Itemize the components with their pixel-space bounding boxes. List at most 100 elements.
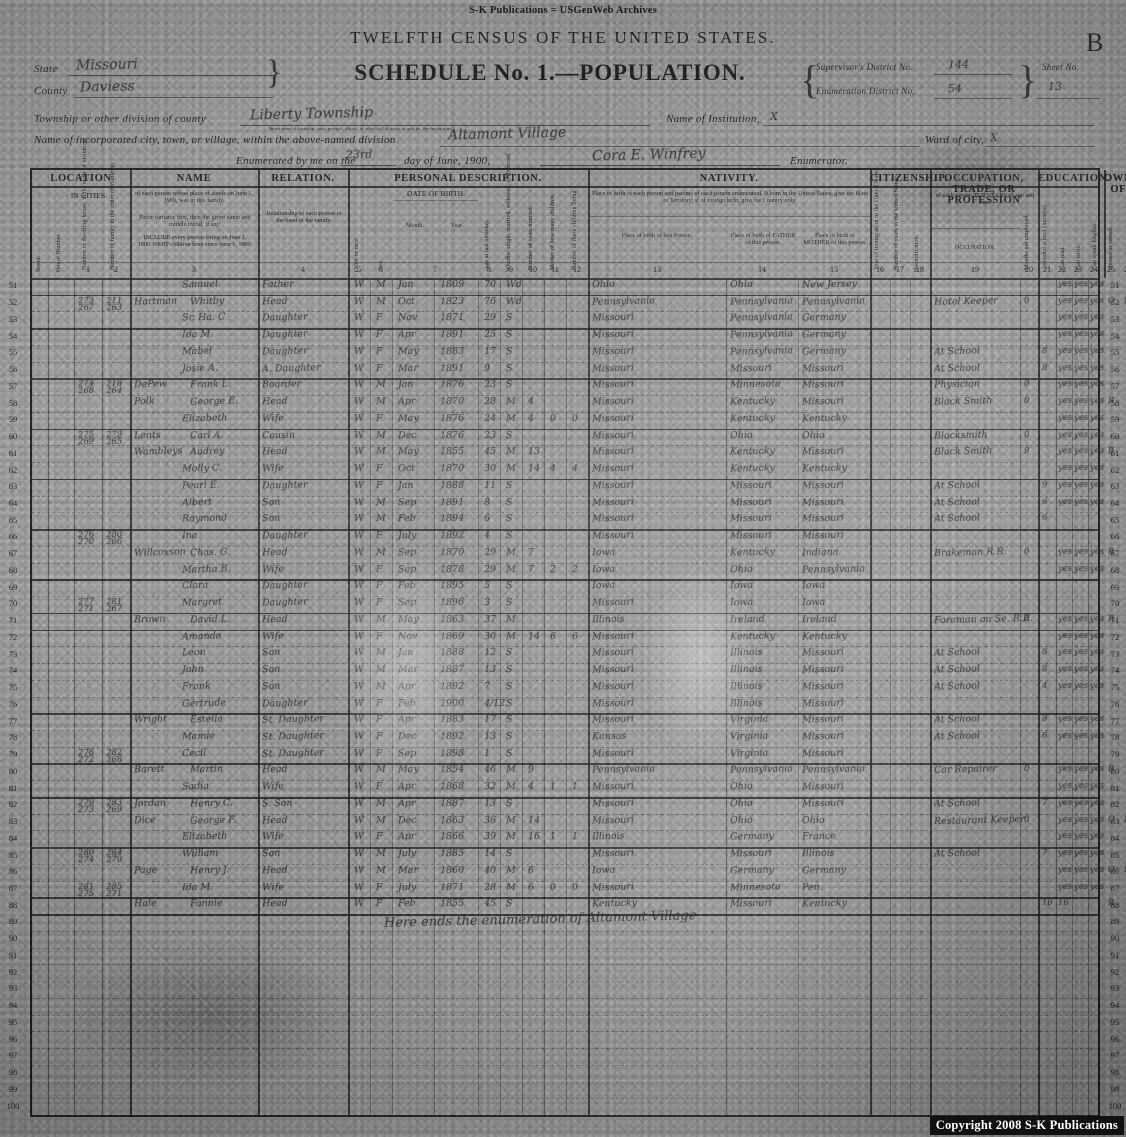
cell-color: W (353, 396, 364, 408)
header-personal-description: PERSONAL DESCRIPTION. (394, 173, 542, 184)
cell-birthplace-person: Missouri (591, 345, 635, 358)
cell-birthplace-father: Iowa (729, 580, 754, 592)
cell-birth-month: Feb (397, 513, 416, 525)
cell-marital-status: M (505, 764, 516, 776)
cell-sex: F (375, 530, 383, 542)
cell-color: W (353, 864, 364, 877)
cell-birthplace-father: Kentucky (729, 629, 776, 643)
row-number-right: 74 (1110, 665, 1120, 676)
cell-relation: Wife (261, 780, 284, 793)
row-number-left: 89 (8, 916, 18, 927)
header-col-birth-mother: Place of birth of MOTHER of this person. (803, 232, 867, 247)
cell-marital-status: S (505, 898, 513, 910)
row-number-left: 98 (8, 1067, 18, 1078)
cell-age: 17 (483, 714, 497, 726)
cell-owned-rented: R (1107, 446, 1115, 457)
cell-can-write: yes (1073, 295, 1089, 306)
cell-occupation: At School (933, 512, 981, 525)
column-number-2: 2 (114, 265, 118, 274)
cell-children-born: 1 (549, 781, 557, 793)
cell-birthplace-mother: Missouri (801, 378, 845, 391)
cell-months-school: 8 (1041, 345, 1048, 357)
cell-relation: Head (261, 446, 288, 458)
row-number-right: 91 (1110, 949, 1120, 960)
cell-occupation: At School (933, 663, 981, 676)
cell-sex: F (375, 730, 383, 743)
cell-birthplace-father: Missouri (729, 479, 773, 492)
cell-years-married: 13 (527, 446, 541, 458)
supervisor-district-rule (934, 74, 1012, 75)
cell-can-read: yes (1057, 847, 1073, 859)
value-institution: X (769, 109, 779, 124)
cell-sex: F (375, 898, 383, 910)
cell-years-married: 4 (527, 396, 535, 408)
cell-birth-month: Oct (397, 295, 416, 307)
cell-birthplace-person: Missouri (591, 881, 635, 894)
cell-children-born: 6 (549, 630, 557, 642)
cell-can-write: yes (1073, 379, 1089, 390)
row-number-right: 55 (1110, 347, 1120, 358)
cell-marital-status: M (505, 546, 516, 558)
cell-relation: Son (261, 663, 281, 676)
cell-birthplace-mother: Missouri (801, 780, 845, 793)
cell-years-married: 4 (527, 781, 535, 793)
cell-owned-rented: O (1107, 864, 1116, 875)
cell-birth-month: Nov (397, 312, 418, 324)
row-number-right: 54 (1110, 330, 1120, 341)
cell-marital-status: M (505, 630, 516, 642)
cell-family-number-alt: 270 (105, 854, 123, 866)
column-number-26: 26 (1124, 265, 1126, 274)
column-number-17: 17 (896, 265, 904, 274)
cell-color: W (353, 881, 364, 893)
row-number-left: 92 (8, 966, 18, 977)
cell-birthplace-person: Missouri (591, 362, 635, 375)
cell-surname: Hartman (133, 295, 178, 308)
cell-owned-rented: O (1107, 814, 1116, 825)
cell-can-read: yes (1057, 412, 1073, 424)
cell-color: W (353, 379, 364, 391)
cell-marital-status: M (505, 563, 516, 575)
cell-relation: Daughter (261, 696, 308, 710)
cell-birth-year: 1883 (439, 345, 465, 358)
cell-birthplace-mother: Ohio (801, 814, 825, 826)
cell-relation: Head (261, 814, 288, 826)
cell-months-unemployed: 0 (1023, 429, 1030, 440)
cell-given-name: Margret (181, 596, 223, 609)
cell-can-speak-english: yes (1089, 278, 1105, 290)
cell-relation: Boarder (261, 378, 302, 391)
row-number-right: 71 (1110, 615, 1120, 626)
cell-relation: St. Daughter (261, 746, 325, 760)
city-rule (440, 146, 920, 147)
cell-relation: Head (261, 613, 288, 626)
cell-birthplace-father: Missouri (729, 496, 773, 509)
header-col-street: Street. (36, 255, 42, 272)
cell-color: W (353, 479, 364, 491)
label-enumeration-district: Enumeration District No. (816, 86, 915, 96)
row-number-left: 69 (8, 581, 18, 592)
cell-marital-status: S (505, 747, 513, 759)
cell-relation: Daughter (261, 345, 308, 358)
column-number-20: 20 (1025, 265, 1033, 274)
row-number-right: 58 (1110, 397, 1120, 408)
cell-dwelling-number-alt: 267 (77, 302, 95, 313)
cell-given-name: Whitby (189, 295, 225, 308)
column-number-24: 24 (1090, 265, 1098, 274)
column-number-4: 4 (301, 265, 305, 274)
cell-family-number-alt: 265 (105, 436, 123, 447)
header-col-children-living: Number of these children living. (572, 188, 578, 270)
cell-birth-year: 1823 (439, 295, 465, 308)
row-number-right: 62 (1110, 464, 1120, 475)
cell-sex: F (375, 714, 383, 726)
row-number-right: 77 (1110, 715, 1120, 726)
cell-birth-month: Sep (397, 563, 417, 575)
cell-age: 23 (483, 379, 497, 391)
column-number-19: 19 (971, 265, 979, 274)
cell-occupation: At School (933, 345, 981, 358)
header-col-children-born: Mother of how many children. (550, 193, 556, 270)
header-date-of-birth: DATE OF BIRTH. (406, 189, 466, 198)
cell-sex: M (375, 429, 386, 441)
cell-marital-status: M (505, 412, 516, 425)
cell-age: 13 (483, 730, 497, 743)
cell-birth-year: 1895 (439, 580, 465, 592)
cell-birth-year: 1888 (439, 646, 465, 659)
